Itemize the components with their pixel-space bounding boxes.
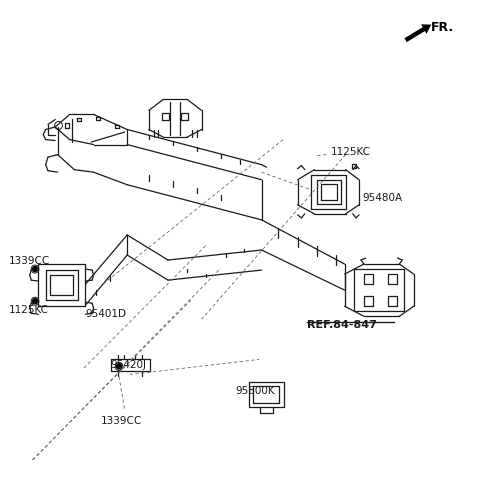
Text: REF.84-847: REF.84-847: [307, 320, 377, 330]
Circle shape: [33, 299, 37, 304]
Circle shape: [33, 267, 37, 272]
Text: 1339CC: 1339CC: [9, 256, 50, 266]
Text: 95420J: 95420J: [110, 360, 146, 370]
Text: 1125KC: 1125KC: [331, 146, 371, 156]
Circle shape: [117, 364, 121, 369]
Text: 95480A: 95480A: [362, 192, 403, 202]
Text: FR.: FR.: [431, 21, 454, 34]
Text: 95401D: 95401D: [85, 309, 126, 319]
Text: 1339CC: 1339CC: [101, 415, 142, 425]
Text: 95800K: 95800K: [235, 385, 275, 395]
FancyArrow shape: [405, 25, 432, 43]
Text: 1125KC: 1125KC: [9, 305, 48, 315]
